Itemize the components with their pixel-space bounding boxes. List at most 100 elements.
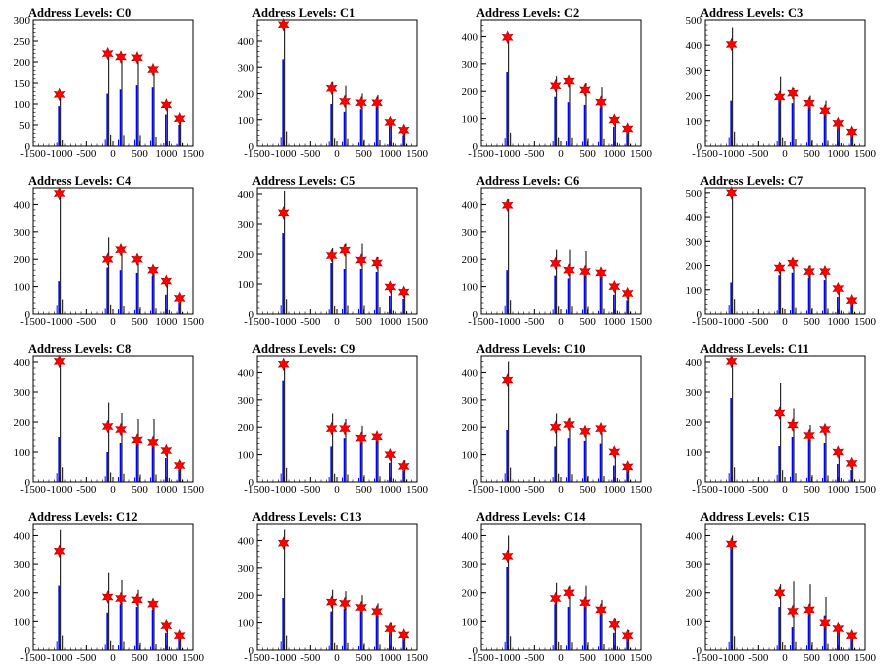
- y-tick-label: 100: [14, 447, 31, 459]
- y-tick-label: 0: [697, 477, 703, 489]
- chart-svg: 0 100 200 300 400 -1500 -1000 -500 0 500 1000 1500: [238, 187, 429, 328]
- x-tick-label: -1500: [20, 316, 46, 328]
- x-tick-label: -1500: [244, 148, 270, 160]
- chart-panel: 0 100 200 300 400 500 -1500 -1000 -500 0 500 1000 15…: [672, 0, 896, 168]
- x-tick-label: 1500: [182, 148, 205, 160]
- y-tick-label: 50: [19, 120, 31, 132]
- x-tick-label: 0: [558, 652, 564, 664]
- peak-marker: [397, 285, 410, 299]
- y-tick-label: 200: [686, 588, 703, 600]
- x-tick-label: 500: [131, 148, 148, 160]
- x-tick-label: 500: [803, 652, 820, 664]
- peak-marker: [371, 604, 383, 619]
- y-tick-label: 400: [238, 367, 255, 379]
- chart-svg: 0 100 200 300 400 -1500 -1000 -500 0 500 1000 1500: [686, 523, 877, 664]
- chart-title: Address Levels: C13: [252, 510, 362, 524]
- x-tick-label: -500: [748, 652, 769, 664]
- y-tick-label: 100: [686, 616, 703, 628]
- x-tick-label: 0: [782, 652, 788, 664]
- peak-marker: [819, 616, 831, 630]
- x-tick-label: 1500: [406, 316, 429, 328]
- y-tick-label: 100: [238, 115, 255, 127]
- chart-svg: 0 100 200 300 400 -1500 -1000 -500 0 500 1000 1500: [462, 355, 653, 496]
- peak-marker: [371, 95, 383, 110]
- peak-marker: [549, 420, 562, 434]
- peak-marker: [819, 264, 831, 279]
- x-tick-label: -500: [300, 148, 321, 160]
- peak-marker: [147, 263, 159, 277]
- peak-marker: [115, 242, 127, 257]
- peak-marker: [563, 263, 575, 277]
- peak-marker: [147, 62, 159, 77]
- peak-marker: [549, 78, 562, 93]
- y-tick-label: 400: [462, 367, 479, 379]
- x-tick-label: -1000: [47, 652, 73, 664]
- peak-marker: [397, 628, 410, 642]
- y-tick-label: 300: [686, 387, 703, 399]
- plot-frame: [32, 355, 194, 483]
- chart-svg: 0 100 200 300 400 -1500 -1000 -500 0 500 1000 1500: [238, 17, 429, 160]
- y-tick-label: 100: [462, 450, 479, 462]
- x-tick-label: 500: [579, 316, 596, 328]
- y-tick-label: 250: [14, 36, 31, 48]
- peak-marker: [53, 354, 66, 369]
- plot-frame: [32, 19, 194, 147]
- x-tick-label: 500: [803, 316, 820, 328]
- y-tick-label: 200: [462, 86, 479, 98]
- x-tick-label: -1000: [271, 652, 297, 664]
- peak-marker: [773, 585, 786, 600]
- plot-frame: [256, 355, 418, 483]
- y-tick-label: 200: [14, 57, 31, 69]
- y-tick-label: 200: [14, 254, 31, 266]
- peak-marker: [147, 435, 159, 450]
- x-tick-label: 0: [110, 484, 116, 496]
- peak-marker: [595, 421, 607, 436]
- x-tick-label: -1500: [468, 316, 494, 328]
- x-tick-label: -1000: [271, 148, 297, 160]
- chart-title: Address Levels: C5: [252, 174, 356, 188]
- y-tick-label: 400: [462, 530, 479, 542]
- peak-marker: [160, 618, 173, 633]
- x-tick-label: 1500: [630, 316, 653, 328]
- chart-panel: 0 100 200 300 400 -1500 -1000 -500 0 500 1000 1500 A…: [224, 336, 448, 504]
- y-tick-label: 500: [686, 15, 703, 27]
- peak-marker: [384, 280, 397, 294]
- peak-marker: [803, 96, 815, 110]
- chart-title: Address Levels: C3: [700, 6, 804, 20]
- x-tick-label: 1000: [827, 148, 850, 160]
- x-tick-label: -500: [300, 484, 321, 496]
- x-tick-label: 1000: [379, 148, 402, 160]
- x-tick-label: -500: [748, 484, 769, 496]
- y-tick-label: 300: [462, 59, 479, 71]
- plot-frame: [480, 355, 642, 483]
- peak-marker: [819, 103, 831, 118]
- peak-marker: [501, 373, 514, 387]
- chart-title: Address Levels: C14: [476, 510, 586, 524]
- peak-marker: [160, 98, 173, 112]
- y-tick-label: 300: [14, 15, 31, 27]
- peak-marker: [725, 354, 738, 369]
- y-tick-label: 300: [14, 227, 31, 239]
- y-tick-label: 300: [14, 559, 31, 571]
- chart-svg: 0 100 200 300 400 -1500 -1000 -500 0 500 1000 1500: [14, 354, 205, 496]
- peak-marker: [53, 544, 66, 558]
- chart-title: Address Levels: C15: [700, 510, 810, 524]
- chart-panel: 0 100 200 300 400 -1500 -1000 -500 0 500 1000 1500 A…: [448, 504, 672, 672]
- peak-marker: [773, 261, 786, 275]
- y-tick-label: 300: [462, 227, 479, 239]
- x-tick-label: 1000: [827, 316, 850, 328]
- y-tick-label: 200: [238, 422, 255, 434]
- chart-svg: 0 100 200 300 400 -1500 -1000 -500 0 500 1000 1500: [14, 523, 205, 664]
- x-tick-label: -1000: [495, 148, 521, 160]
- x-tick-label: -1500: [468, 148, 494, 160]
- chart-title: Address Levels: C0: [28, 6, 132, 20]
- x-tick-label: 1500: [406, 484, 429, 496]
- chart-panel: 0 100 200 300 400 -1500 -1000 -500 0 500 1000 1500 A…: [448, 336, 672, 504]
- x-tick-label: 500: [131, 316, 148, 328]
- peak-marker: [832, 621, 845, 636]
- x-tick-label: -500: [76, 316, 97, 328]
- chart-panel: 0 100 200 300 400 -1500 -1000 -500 0 500 1000 1500 A…: [224, 504, 448, 672]
- x-tick-label: 0: [334, 316, 340, 328]
- peak-marker: [579, 83, 591, 97]
- y-tick-label: 300: [686, 236, 703, 248]
